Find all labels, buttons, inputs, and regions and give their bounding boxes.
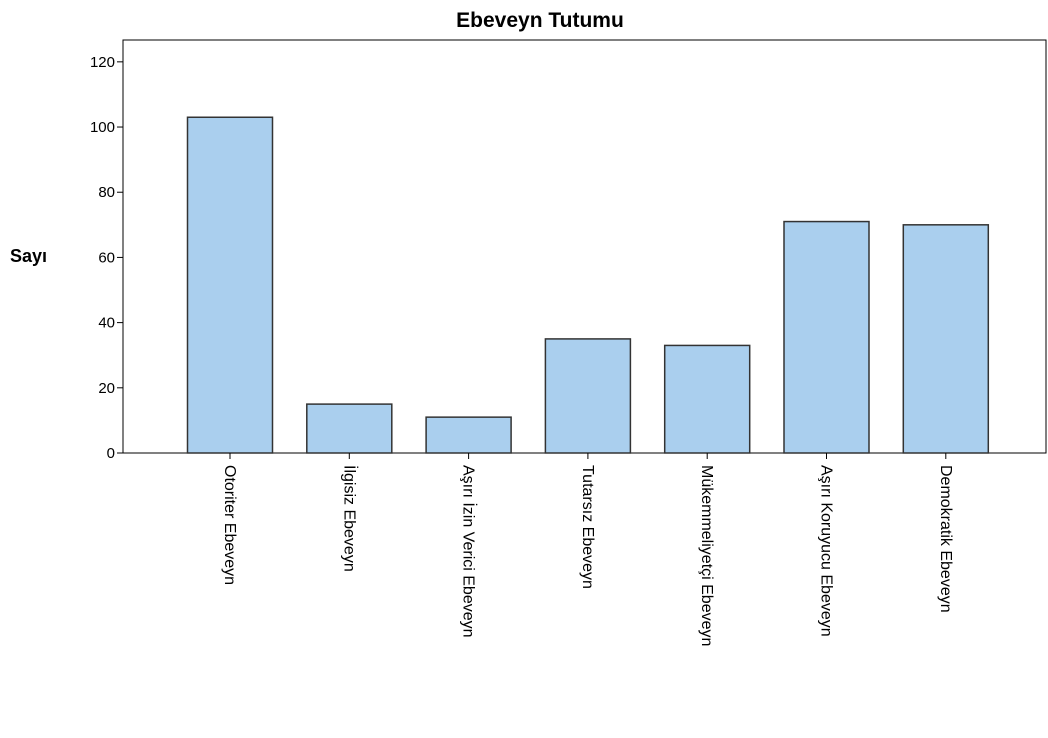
- x-tick-label: İlgisiz Ebeveyn: [340, 465, 359, 572]
- bar: [902, 224, 990, 454]
- y-tick-label: 40: [98, 315, 115, 332]
- x-tick-label: Tutarsız Ebeveyn: [579, 465, 596, 589]
- x-tick-label: Aşırı İzin Verici Ebeveyn: [460, 465, 479, 638]
- bar: [544, 338, 632, 454]
- y-tick-label: 20: [98, 380, 115, 397]
- bar: [663, 344, 751, 454]
- y-tick-label: 60: [98, 249, 115, 266]
- bar: [306, 403, 393, 454]
- y-tick-label: 100: [90, 119, 115, 136]
- y-tick-label: 0: [107, 445, 115, 462]
- x-tick-label: Mükemmeliyetçi Ebeveyn: [698, 465, 715, 646]
- y-axis-label: Sayı: [10, 246, 47, 266]
- x-tick-label: Aşırı Koruyucu Ebeveyn: [818, 465, 835, 637]
- bar: [783, 220, 870, 454]
- y-tick-label: 80: [98, 184, 115, 201]
- bar: [186, 116, 274, 454]
- bar: [425, 416, 512, 454]
- x-tick-label: Otoriter Ebeveyn: [221, 465, 238, 585]
- y-tick-label: 120: [90, 54, 115, 71]
- x-tick-label: Demokratik Ebeveyn: [937, 465, 954, 613]
- chart-title: Ebeveyn Tutumu: [456, 9, 624, 32]
